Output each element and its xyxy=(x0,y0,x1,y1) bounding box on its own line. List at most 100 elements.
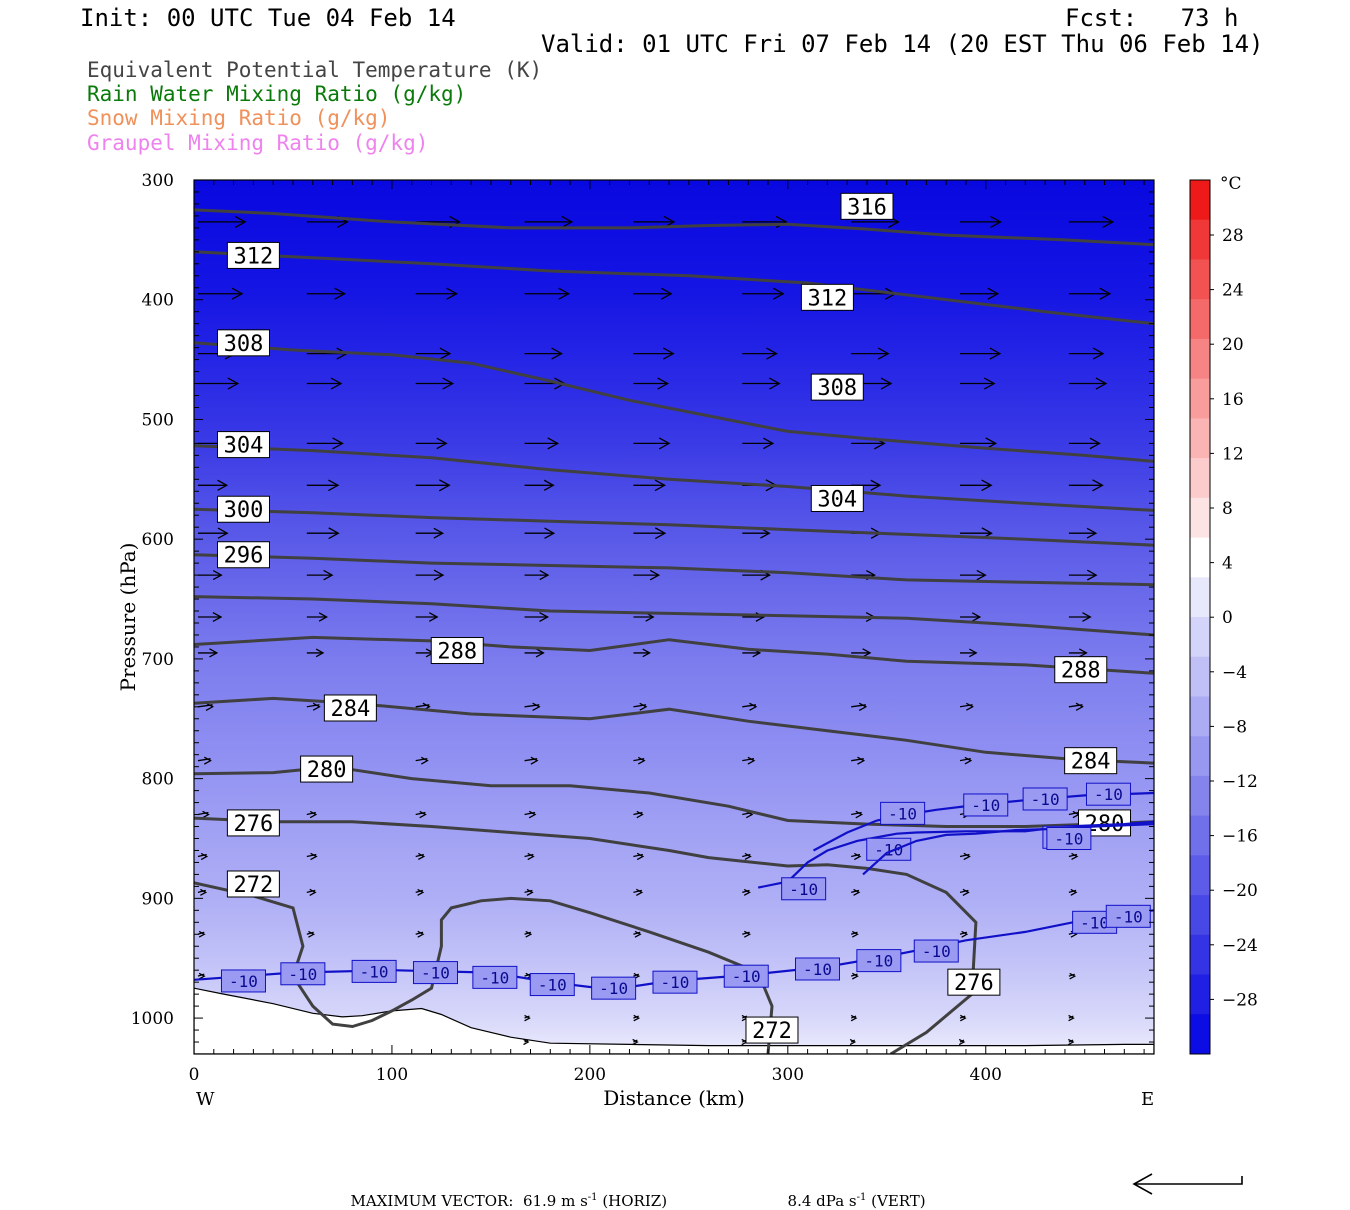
colorbar-swatch xyxy=(1190,934,1210,976)
vert-exponent: -1 xyxy=(856,1192,867,1203)
wind-vector xyxy=(415,811,426,816)
plot-frame xyxy=(193,179,1155,1055)
y-tick-label: 700 xyxy=(142,650,174,670)
valid-time: Valid: 01 UTC Fri 07 Feb 14 (20 EST Thu … xyxy=(541,30,1264,58)
wind-vector xyxy=(959,889,969,894)
wind-vector-arrowhead xyxy=(857,756,866,765)
wind-vector-arrowhead xyxy=(634,930,642,938)
wind-vector-arrowhead xyxy=(217,479,229,491)
wind-vector-arrowhead xyxy=(543,479,555,491)
contour-label-box xyxy=(300,755,354,783)
wind-vector-arrowhead xyxy=(966,702,974,711)
contour-label-box xyxy=(323,694,377,722)
isotherm-label: -10 xyxy=(1080,913,1109,932)
colorbar-swatch xyxy=(1190,537,1210,578)
wind-vector-arrowhead xyxy=(853,888,861,896)
isotherm-label: -10 xyxy=(864,952,893,971)
wind-vector-arrowhead xyxy=(417,888,425,896)
wind-vector-arrowhead xyxy=(530,756,539,765)
wind-vector-arrowhead xyxy=(561,215,574,228)
colorbar-swatch xyxy=(1190,180,1210,221)
wind-vector-arrowhead xyxy=(417,930,425,938)
wind-vector xyxy=(415,889,424,893)
wind-vector-arrowhead xyxy=(318,612,328,622)
wind-vector-arrowhead xyxy=(962,888,970,896)
forecast-hour: Fcst: 73 h xyxy=(1065,4,1239,32)
theta-e-contour-316 xyxy=(194,46,1154,51)
isotherm-label: -10 xyxy=(1054,829,1083,848)
isotherm-label-box xyxy=(913,939,959,963)
y-tick-label: 300 xyxy=(142,171,174,191)
isotherm-label-box xyxy=(1085,782,1131,806)
isotherm-label: -10 xyxy=(789,880,818,899)
horiz-unit: (HORIZ) xyxy=(602,1192,668,1210)
reference-vector-icon xyxy=(1132,1173,1243,1195)
contour-label-box xyxy=(216,329,270,357)
theta-e-label: 308 xyxy=(817,376,857,401)
wind-vector-arrowhead xyxy=(527,852,535,861)
wind-vector-arrowhead xyxy=(971,612,982,622)
contour-label-box xyxy=(1064,747,1118,775)
colorbar-swatch xyxy=(1190,855,1210,896)
wind-vector xyxy=(851,853,861,858)
wind-vector-arrowhead xyxy=(439,347,452,360)
wind-vector-arrowhead xyxy=(332,437,344,450)
wind-vector-arrowhead xyxy=(1099,287,1112,300)
wind-vector xyxy=(633,853,644,858)
theta-e-label: 288 xyxy=(437,640,477,665)
wind-vector-arrowhead xyxy=(523,1038,530,1046)
theta-e-label: 304 xyxy=(817,487,857,512)
wind-vector xyxy=(306,853,317,858)
wind-vector-arrowhead xyxy=(200,852,209,861)
isotherm-contours: -10 -10 -10 -10 -10 -10 -10 -10 -10 -10 -10-10-10-… xyxy=(194,782,1154,1000)
wind-vector-arrowhead xyxy=(877,347,890,360)
wind-vector-arrowhead xyxy=(747,756,756,765)
vert-vector-footer: 8.4 dPa s-1 (VERT) xyxy=(778,1178,926,1209)
wind-vector-arrowhead xyxy=(769,377,781,390)
theta-e-label: 284 xyxy=(1071,750,1111,775)
legend-snow: Snow Mixing Ratio (g/kg) xyxy=(87,106,391,130)
wind-vector-arrowhead xyxy=(1068,1038,1075,1046)
contour-label-box xyxy=(1054,656,1108,684)
wind-vector xyxy=(524,853,534,858)
colorbar-swatch xyxy=(1190,458,1210,499)
x-tick-label: 200 xyxy=(574,1065,606,1085)
wind-vector-arrowhead xyxy=(433,527,445,539)
wind-vector-arrowhead xyxy=(442,377,455,390)
wind-vector-arrowhead xyxy=(855,810,864,819)
colorbar-swatch xyxy=(1190,259,1210,300)
isotherm-label-box xyxy=(1046,826,1092,850)
theta-e-label: 296 xyxy=(224,544,264,569)
y-axis-title: Pressure (hPa) xyxy=(116,543,140,692)
theta-e-label: 276 xyxy=(234,812,274,837)
contour-label-box xyxy=(226,809,280,837)
isotherm-label-box xyxy=(880,801,926,825)
isotherm-label-box xyxy=(781,877,827,901)
isotherm-label-box xyxy=(412,961,458,985)
colorbar-label: 16 xyxy=(1222,390,1244,410)
wind-vector-arrowhead xyxy=(763,437,775,450)
x-tick-label: 400 xyxy=(970,1065,1002,1085)
wind-vector-arrowhead xyxy=(989,347,1002,360)
colorbar-label: 24 xyxy=(1222,281,1244,301)
terrain xyxy=(194,987,1154,1054)
theta-e-label: 300 xyxy=(224,498,264,523)
contour-label-box xyxy=(840,192,894,220)
max-vector-label: MAXIMUM VECTOR: xyxy=(350,1192,514,1210)
colorbar-label: 20 xyxy=(1222,335,1244,355)
theta-e-label: 288 xyxy=(1061,659,1101,684)
wind-vector-arrowhead xyxy=(642,648,651,658)
wind-vector-arrowhead xyxy=(639,702,648,711)
isotherm-label-box xyxy=(220,969,266,993)
wind-vector-arrowhead xyxy=(858,702,868,712)
theta-e-label: 272 xyxy=(752,1019,792,1044)
isotherm-label-box xyxy=(963,793,1009,817)
isotherm-label: -10 xyxy=(661,973,690,992)
wind-vector-arrowhead xyxy=(981,479,993,492)
wind-vector xyxy=(633,811,643,816)
colorbar-swatch xyxy=(1190,219,1210,260)
legend-graupel: Graupel Mixing Ratio (g/kg) xyxy=(87,131,429,155)
wind-vector-arrowhead xyxy=(200,888,208,896)
wind-vector-arrowhead xyxy=(880,377,893,390)
